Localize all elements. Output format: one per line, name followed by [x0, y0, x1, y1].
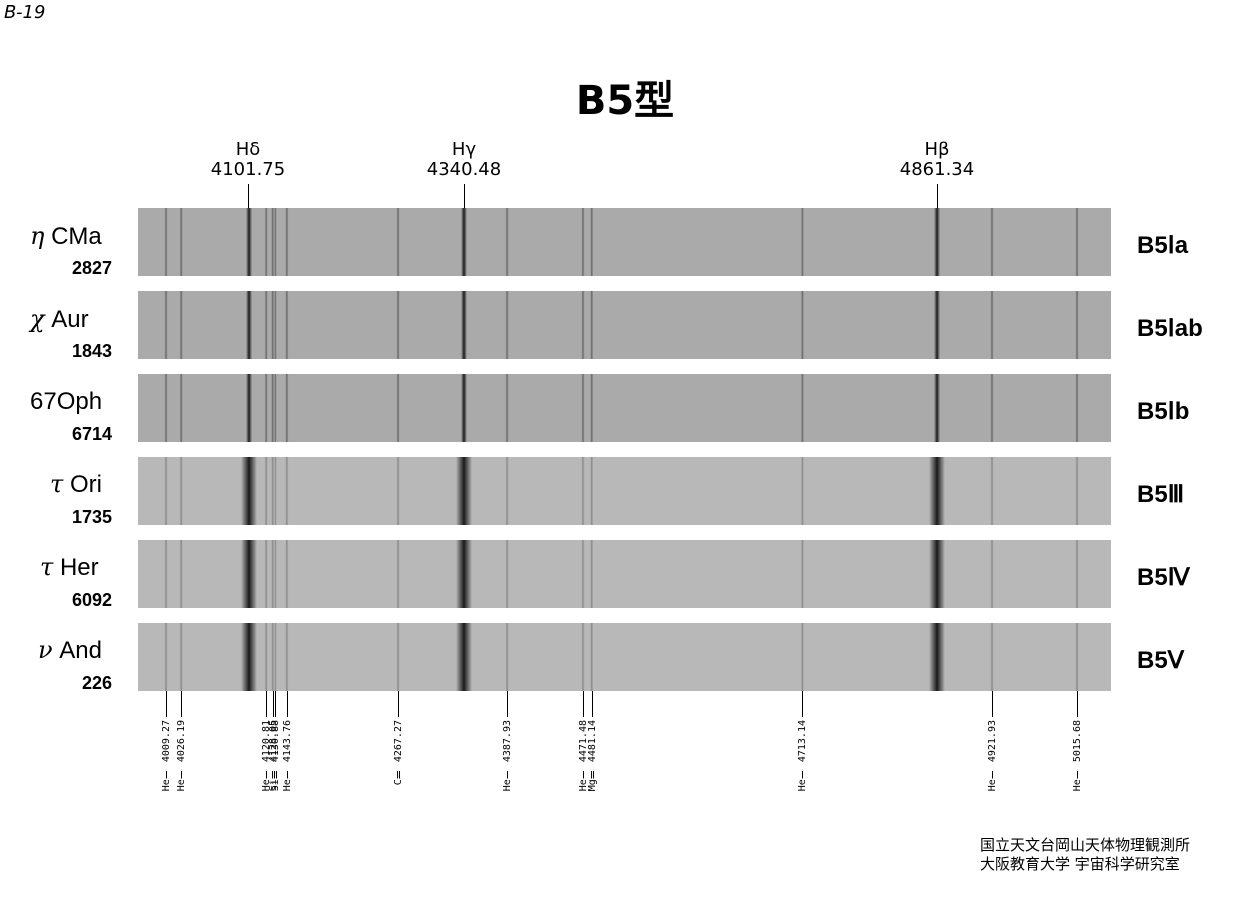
line-id-label: HeⅠ 4713.14: [797, 720, 809, 792]
star-hd-number: 6714: [71, 424, 112, 444]
line-tick: [398, 691, 400, 717]
h-delta-header: Hδ 4101.75: [188, 140, 308, 180]
h-beta-wavelength: 4861.34: [899, 159, 975, 180]
line-id-label: HeⅠ 4921.93: [986, 720, 998, 792]
h-beta-marker: [937, 184, 938, 208]
h-gamma-marker: [464, 184, 465, 208]
spectrum-strip: [138, 457, 1111, 525]
spectral-type: B5Ⅰb: [1137, 398, 1190, 425]
line-id-label: MgⅡ 4481.14: [586, 720, 598, 792]
spectral-type: B5Ⅲ: [1137, 481, 1185, 508]
credit-line: 大阪教育大学 宇宙科学研究室: [979, 855, 1180, 873]
line-id-label: HeⅠ 4026.19: [176, 720, 188, 792]
star-hd-number: 2827: [71, 258, 112, 278]
star-name: ν And: [38, 636, 102, 664]
line-tick: [582, 691, 584, 717]
line-id-label: HeⅠ 4387.93: [502, 720, 514, 792]
star-hd-number: 6092: [71, 590, 112, 610]
line-tick: [272, 691, 274, 717]
line-id-label: HeⅠ 4009.27: [161, 720, 172, 792]
h-delta-marker: [248, 184, 249, 208]
line-tick: [166, 691, 167, 717]
line-id-label: HeⅠ 5015.68: [1072, 720, 1083, 792]
spectral-type: B5Ⅰab: [1137, 315, 1203, 342]
line-tick: [507, 691, 509, 717]
spectral-type: B5Ⅴ: [1137, 647, 1185, 674]
spectrum-strip: [138, 208, 1111, 276]
credits: 国立天文台岡山天体物理観測所 大阪教育大学 宇宙科学研究室: [980, 836, 1190, 874]
line-id-label: HeⅠ 4143.76: [281, 720, 293, 792]
line-tick: [181, 691, 183, 717]
line-tick: [266, 691, 268, 717]
spectrum-strip: [138, 623, 1111, 691]
page-title: B5型: [575, 78, 675, 124]
star-name: χ Aur: [30, 305, 89, 333]
h-gamma-name: Hγ: [451, 139, 477, 160]
h-delta-wavelength: 4101.75: [210, 159, 286, 180]
h-delta-name: Hδ: [235, 139, 261, 160]
h-beta-header: Hβ 4861.34: [877, 140, 997, 180]
line-tick: [591, 691, 593, 717]
spectrum-strip: [138, 374, 1111, 442]
line-tick: [1077, 691, 1078, 717]
page-code: B-19: [4, 2, 46, 23]
star-name: τ Her: [40, 553, 99, 581]
spectral-type: B5Ⅳ: [1137, 564, 1190, 591]
line-tick: [286, 691, 288, 717]
h-gamma-header: Hγ 4340.48: [404, 140, 524, 180]
spectral-type: B5Ⅰa: [1137, 232, 1189, 259]
star-hd-number: 226: [81, 673, 112, 693]
line-tick: [991, 691, 993, 717]
star-hd-number: 1735: [71, 507, 112, 527]
h-gamma-wavelength: 4340.48: [426, 159, 502, 180]
credit-line: 国立天文台岡山天体物理観測所: [979, 836, 1190, 854]
star-name: τ Ori: [50, 470, 102, 498]
line-id-label: CⅡ 4267.27: [393, 720, 405, 786]
h-beta-name: Hβ: [924, 139, 950, 160]
line-tick: [802, 691, 804, 717]
spectrum-strip: [138, 540, 1111, 608]
line-id-label: SiⅡ 4130.88: [270, 720, 282, 792]
star-name: η CMa: [30, 222, 102, 250]
line-tick: [275, 691, 277, 717]
star-name: 67Oph: [30, 388, 103, 415]
spectrum-strip: [138, 291, 1111, 359]
star-hd-number: 1843: [71, 341, 112, 361]
